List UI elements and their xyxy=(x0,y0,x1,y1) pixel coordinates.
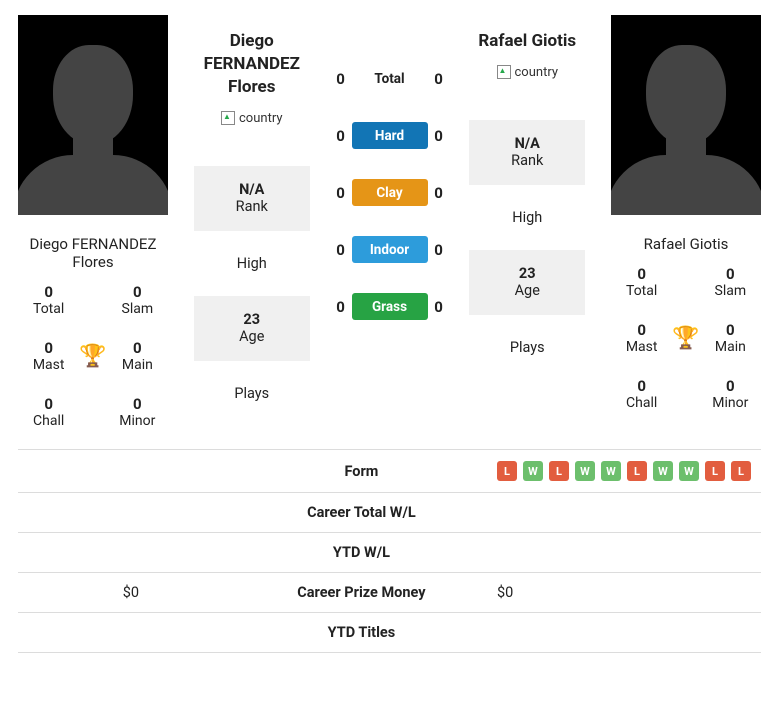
broken-image-icon xyxy=(497,65,511,79)
h2h-row: 0 Indoor 0 xyxy=(336,236,444,263)
silhouette-icon xyxy=(23,25,163,215)
info-rank: N/ARank xyxy=(469,120,585,185)
h2h-left: 0 xyxy=(336,241,346,259)
stat-minor: 0Minor xyxy=(107,395,168,429)
compare-left xyxy=(18,533,244,573)
stat-main: 0Main xyxy=(700,321,761,355)
stat-slam: 0Slam xyxy=(700,265,761,299)
compare-label: YTD W/L xyxy=(244,533,479,573)
compare-left xyxy=(18,613,244,653)
form-win: W xyxy=(575,461,595,481)
h2h-left: 0 xyxy=(336,127,346,145)
h2h-right: 0 xyxy=(434,241,444,259)
player-name-left: Diego FERNANDEZ Flores xyxy=(18,215,168,283)
title-stats-right: 0Total 0Slam 0Mast 🏆 0Main 0Chall 0Minor xyxy=(611,265,761,411)
h2h-row: 0 Clay 0 xyxy=(336,179,444,206)
compare-row: YTD W/L xyxy=(18,533,761,573)
compare-label: YTD Titles xyxy=(244,613,479,653)
compare-left xyxy=(18,493,244,533)
h2h-row: 0 Grass 0 xyxy=(336,293,444,320)
player-heading-left: Diego FERNANDEZ Flores xyxy=(194,30,310,99)
trophy-icon: 🏆 xyxy=(79,344,106,369)
form-loss: L xyxy=(549,461,569,481)
form-win: W xyxy=(653,461,673,481)
surface-tag: Indoor xyxy=(352,236,428,263)
stat-mast: 0Mast xyxy=(18,339,79,373)
trophy-icon: 🏆 xyxy=(672,326,699,351)
info-age: 23Age xyxy=(194,296,310,361)
compare-right: LWLWWLWWLL xyxy=(479,450,761,493)
form-loss: L xyxy=(731,461,751,481)
form-win: W xyxy=(523,461,543,481)
stat-chall: 0Chall xyxy=(611,377,672,411)
stat-slam: 0Slam xyxy=(107,283,168,317)
country-flag-left: country xyxy=(221,111,283,126)
stat-total: 0Total xyxy=(18,283,79,317)
h2h-left: 0 xyxy=(336,298,346,316)
info-plays: Plays xyxy=(469,315,585,380)
compare-row: $0Career Prize Money$0 xyxy=(18,573,761,613)
compare-right: $0 xyxy=(479,573,761,613)
comparison-table: FormLWLWWLWWLLCareer Total W/LYTD W/L$0C… xyxy=(18,449,761,653)
info-plays: Plays xyxy=(194,361,310,426)
h2h-row: 0 Hard 0 xyxy=(336,122,444,149)
form-win: W xyxy=(601,461,621,481)
compare-right xyxy=(479,533,761,573)
h2h-right: 0 xyxy=(434,184,444,202)
stat-total: 0Total xyxy=(611,265,672,299)
info-age: 23Age xyxy=(469,250,585,315)
form-badges: LWLWWLWWLL xyxy=(497,461,751,481)
h2h-right: 0 xyxy=(434,298,444,316)
head-to-head: 0 Total 0 0 Hard 0 0 Clay 0 0 Indoor 0 0 Grass 0 xyxy=(336,15,444,429)
info-high: High xyxy=(469,185,585,250)
compare-right xyxy=(479,493,761,533)
stat-chall: 0Chall xyxy=(18,395,79,429)
compare-row: FormLWLWWLWWLL xyxy=(18,450,761,493)
form-loss: L xyxy=(705,461,725,481)
h2h-right: 0 xyxy=(434,127,444,145)
info-rank: N/ARank xyxy=(194,166,310,231)
player-card-right: Rafael Giotis 0Total 0Slam 0Mast 🏆 0Main… xyxy=(611,15,761,429)
compare-row: Career Total W/L xyxy=(18,493,761,533)
info-high: High xyxy=(194,231,310,296)
compare-row: YTD Titles xyxy=(18,613,761,653)
player-heading-right: Rafael Giotis xyxy=(478,30,576,53)
h2h-left: 0 xyxy=(336,70,346,88)
h2h-right: 0 xyxy=(434,70,444,88)
form-loss: L xyxy=(627,461,647,481)
stat-minor: 0Minor xyxy=(700,377,761,411)
player-name-right: Rafael Giotis xyxy=(611,215,761,265)
player-photo-left xyxy=(18,15,168,215)
player-info-left: Diego FERNANDEZ Flores country N/ARank H… xyxy=(194,15,310,429)
compare-left xyxy=(18,450,244,493)
h2h-left: 0 xyxy=(336,184,346,202)
compare-left: $0 xyxy=(18,573,244,613)
player-photo-right xyxy=(611,15,761,215)
stat-mast: 0Mast xyxy=(611,321,672,355)
country-flag-right: country xyxy=(497,65,559,80)
compare-right xyxy=(479,613,761,653)
surface-tag: Clay xyxy=(352,179,428,206)
compare-label: Form xyxy=(244,450,479,493)
player-info-right: Rafael Giotis country N/ARank High 23Age… xyxy=(469,15,585,429)
compare-label: Career Total W/L xyxy=(244,493,479,533)
surface-tag: Total xyxy=(352,65,428,92)
compare-label: Career Prize Money xyxy=(244,573,479,613)
stat-main: 0Main xyxy=(107,339,168,373)
surface-tag: Hard xyxy=(352,122,428,149)
title-stats-left: 0Total 0Slam 0Mast 🏆 0Main 0Chall 0Minor xyxy=(18,283,168,429)
h2h-row: 0 Total 0 xyxy=(336,65,444,92)
surface-tag: Grass xyxy=(352,293,428,320)
form-win: W xyxy=(679,461,699,481)
broken-image-icon xyxy=(221,111,235,125)
form-loss: L xyxy=(497,461,517,481)
silhouette-icon xyxy=(616,25,756,215)
player-card-left: Diego FERNANDEZ Flores 0Total 0Slam 0Mas… xyxy=(18,15,168,429)
